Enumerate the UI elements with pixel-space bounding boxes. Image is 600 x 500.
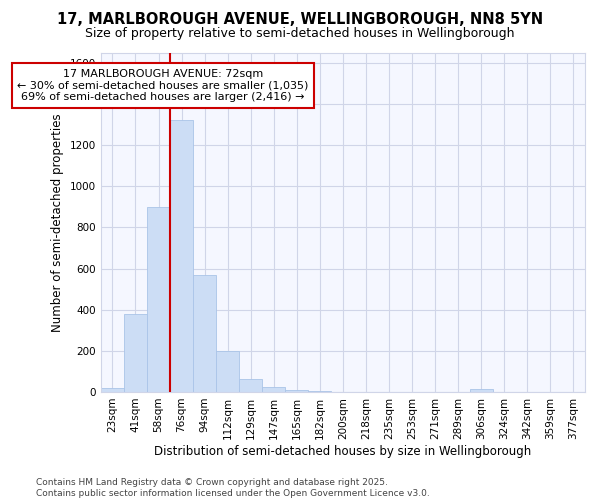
Bar xyxy=(170,120,193,392)
Bar xyxy=(286,390,308,392)
Bar xyxy=(308,391,331,392)
Text: 17 MARLBOROUGH AVENUE: 72sqm
← 30% of semi-detached houses are smaller (1,035)
6: 17 MARLBOROUGH AVENUE: 72sqm ← 30% of se… xyxy=(17,69,309,102)
Text: Contains HM Land Registry data © Crown copyright and database right 2025.
Contai: Contains HM Land Registry data © Crown c… xyxy=(36,478,430,498)
X-axis label: Distribution of semi-detached houses by size in Wellingborough: Distribution of semi-detached houses by … xyxy=(154,444,532,458)
Bar xyxy=(101,388,124,392)
Bar xyxy=(216,351,239,392)
Bar xyxy=(470,390,493,392)
Bar xyxy=(124,314,147,392)
Bar xyxy=(193,274,216,392)
Y-axis label: Number of semi-detached properties: Number of semi-detached properties xyxy=(51,113,64,332)
Bar xyxy=(239,378,262,392)
Text: 17, MARLBOROUGH AVENUE, WELLINGBOROUGH, NN8 5YN: 17, MARLBOROUGH AVENUE, WELLINGBOROUGH, … xyxy=(57,12,543,28)
Bar xyxy=(147,207,170,392)
Text: Size of property relative to semi-detached houses in Wellingborough: Size of property relative to semi-detach… xyxy=(85,28,515,40)
Bar xyxy=(262,387,286,392)
